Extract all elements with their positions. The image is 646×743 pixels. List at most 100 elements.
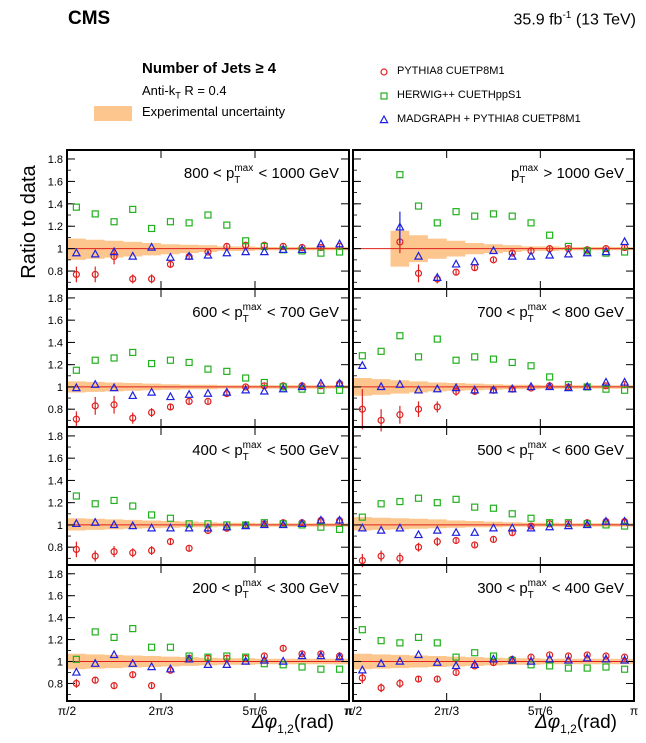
madgraph-point [582,652,592,662]
madgraph-point [184,523,194,532]
madgraph-point [297,381,307,391]
madgraph-point [526,251,536,260]
madgraph-point [90,248,100,258]
herwig-point [204,365,212,373]
pythia-point [433,538,441,546]
band-legend-swatch [94,106,132,121]
herwig-point [317,523,325,531]
herwig-point [471,503,479,511]
herwig-point [358,626,366,634]
madgraph-point [184,389,194,398]
pythia-point [204,397,212,406]
madgraph-point [545,521,555,531]
pythia-point [508,249,516,257]
pythia-point [527,247,535,255]
y-tick-label: 1.4 [48,475,63,487]
madgraph-point [432,383,442,393]
legend-herwig-label: HERWIG++ CUETHppS1 [397,89,522,101]
pythia-point [91,552,99,560]
pythia-point [433,403,441,411]
y-tick-label: 1.4 [48,199,63,211]
panel-p700: 700 < pmax T < 800 GeV [352,288,635,432]
herwig-point [527,514,535,522]
x-axis-label-left: Δφ1,2(rad) [252,712,334,736]
herwig-point [377,637,385,645]
y-tick-label: 1.6 [48,591,63,603]
madgraph-point [278,656,288,665]
panel-frame [352,564,635,702]
madgraph-point [432,525,442,534]
herwig-point [564,664,573,672]
panel-label: 500 < pmax T < 600 GeV [477,440,624,463]
legend-markers [379,68,389,124]
panel-p300: π/2 2π/3 5π/6 π 300 < pmax T < 400 GeV [344,564,638,718]
pythia-point [527,653,535,661]
y-tick-label: 1.6 [48,176,63,188]
panel-label: 300 < pmax T < 400 GeV [477,578,624,601]
madgraph-point [395,656,405,665]
madgraph-point [128,390,138,400]
panel-p200: 0.8 1 1.2 1.4 1.6 1.8 π/2 2π/3 5π/6 π 200 < pmax T … [48,564,353,718]
madgraph-point [146,387,157,396]
madgraph-point [259,519,269,529]
herwig-point [335,386,344,394]
energy-value: (13 TeV) [575,11,636,29]
pythia-point [91,402,99,410]
herwig-point [91,356,99,364]
pythia-point [471,541,479,549]
madgraph-point [432,272,442,281]
madgraph-point [297,650,307,660]
legend-madgraph-label: MADGRAPH + PYTHIA8 CUETP8M1 [397,113,581,125]
madgraph-point [488,385,499,394]
madgraph-point [563,382,574,392]
pythia-point [110,401,118,409]
madgraph-point [619,377,630,386]
madgraph-point [222,659,232,669]
y-tick-label: 1.6 [48,453,63,465]
madgraph-point [563,248,574,258]
madgraph-point [507,383,517,393]
herwig-point [489,210,498,218]
pythia-point [110,548,118,556]
herwig-point [620,522,629,530]
herwig-point [147,359,156,368]
herwig-point [129,625,137,633]
herwig-point [396,639,404,647]
pythia-point [185,544,193,552]
herwig-point [564,519,573,527]
x-label-unit: (rad) [576,712,617,733]
madgraph-point [90,658,100,667]
y-tick-label: 0.8 [48,404,63,416]
x-label-symbol: Δφ [535,712,561,733]
madgraph-point [316,378,326,387]
lumi-exponent: -1 [562,10,572,21]
herwig-point [166,514,175,522]
herwig-point [72,203,80,211]
herwig-point [110,496,118,505]
madgraph-point [601,516,611,525]
herwig-point [335,665,344,673]
x-tick-label: π [345,704,353,718]
madgraph-point [601,654,611,663]
madgraph-point [71,518,81,528]
herwig-point [471,649,479,657]
herwig-point [602,385,610,393]
herwig-point [489,504,498,512]
madgraph-point [278,519,288,529]
pythia-point [204,248,212,256]
herwig-point [129,502,137,510]
herwig-point [185,219,193,227]
herwig-point [377,500,385,508]
panel-label: 700 < pmax T < 800 GeV [477,302,624,325]
x-axis-label-right: Δφ1,2(rad) [535,712,617,736]
herwig-point [508,212,516,220]
legend-pythia-label: PYTHIA8 CUETP8M1 [397,65,505,77]
pythia-point [72,545,80,554]
madgraph-point [413,649,424,659]
herwig-point [72,655,80,663]
pythia-point [91,676,99,684]
herwig-point [110,633,118,641]
madgraph-point [241,385,251,394]
panel-p1000: pmax T > 1000 GeV [352,149,635,290]
pythia-point [279,644,287,652]
